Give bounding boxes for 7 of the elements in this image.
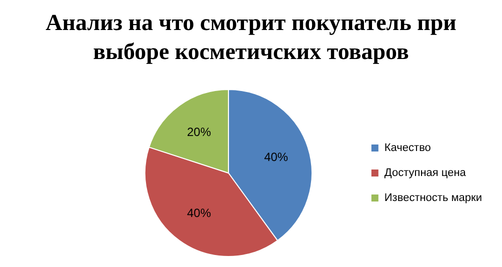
legend-label: Доступная цена — [384, 167, 467, 180]
data-label: 20% — [186, 124, 212, 139]
data-label: 40% — [264, 150, 288, 164]
legend-label: Известность марки — [384, 192, 482, 204]
data-label: 40% — [186, 206, 212, 220]
legend-label: Качество — [384, 142, 431, 154]
chart-title: Анализ на что смотрит покупатель при выборе косметичских товаров — [44, 9, 458, 66]
